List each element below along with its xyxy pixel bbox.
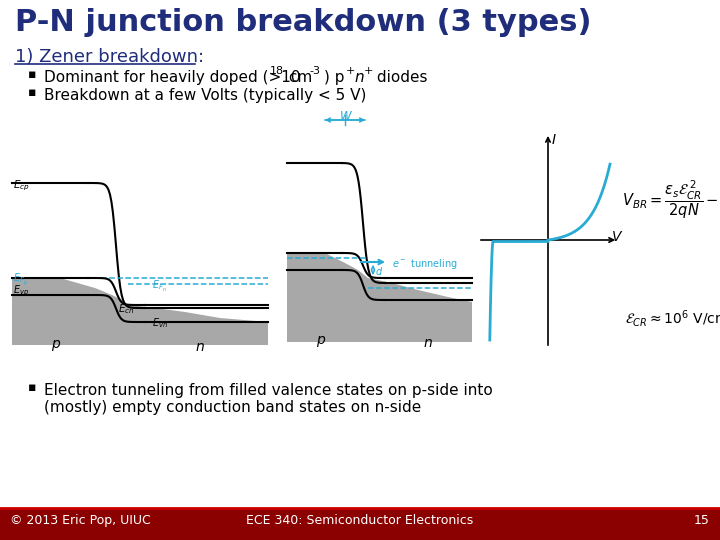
Text: $E_{cn}$: $E_{cn}$: [118, 302, 135, 316]
Polygon shape: [128, 305, 268, 345]
Text: n: n: [423, 336, 433, 350]
Text: $V_{BR} = \dfrac{\varepsilon_s \mathcal{E}_{CR}^{\ 2}}{2qN} - V_0$: $V_{BR} = \dfrac{\varepsilon_s \mathcal{…: [622, 178, 720, 221]
Text: W: W: [340, 110, 351, 123]
Text: $E_{vp}$: $E_{vp}$: [13, 284, 30, 299]
Polygon shape: [368, 278, 472, 342]
Text: diodes: diodes: [372, 70, 428, 85]
Text: cm: cm: [284, 70, 312, 85]
Text: $E_{vn}$: $E_{vn}$: [152, 316, 168, 330]
Text: $e^-$ tunneling: $e^-$ tunneling: [392, 257, 457, 271]
Polygon shape: [287, 253, 368, 342]
Bar: [0, 508, 720, 540]
Text: © 2013 Eric Pop, UIUC: © 2013 Eric Pop, UIUC: [10, 514, 150, 527]
Text: (mostly) empty conduction band states on n-side: (mostly) empty conduction band states on…: [44, 400, 421, 415]
Text: n: n: [196, 340, 204, 354]
Text: 15: 15: [694, 514, 710, 527]
Text: $\mathcal{E}_{CR} \approx 10^6\ \mathrm{V/cm}$: $\mathcal{E}_{CR} \approx 10^6\ \mathrm{…: [625, 308, 720, 329]
Text: $E_{F_p}$: $E_{F_p}$: [13, 272, 28, 288]
Text: P-N junction breakdown (3 types): P-N junction breakdown (3 types): [15, 8, 592, 37]
Text: +: +: [364, 66, 374, 76]
Text: ▪: ▪: [28, 381, 37, 394]
Text: $E_{cp}$: $E_{cp}$: [13, 179, 30, 193]
Text: -3: -3: [309, 66, 320, 76]
Text: Breakdown at a few Volts (typically < 5 V): Breakdown at a few Volts (typically < 5 …: [44, 88, 366, 103]
Text: I: I: [552, 133, 556, 147]
Text: p: p: [315, 333, 325, 347]
Text: ECE 340: Semiconductor Electronics: ECE 340: Semiconductor Electronics: [246, 514, 474, 527]
Text: n: n: [354, 70, 364, 85]
Text: Dominant for heavily doped (>10: Dominant for heavily doped (>10: [44, 70, 300, 85]
Polygon shape: [12, 278, 128, 345]
Text: +: +: [346, 66, 356, 76]
Text: d: d: [376, 267, 382, 277]
Text: 18: 18: [270, 66, 284, 76]
Text: V: V: [612, 230, 621, 244]
Text: p: p: [50, 337, 59, 351]
Text: Electron tunneling from filled valence states on p-side into: Electron tunneling from filled valence s…: [44, 383, 492, 398]
Text: ▪: ▪: [28, 68, 37, 81]
Text: $E_{F_n}$: $E_{F_n}$: [152, 279, 167, 294]
Text: ▪: ▪: [28, 86, 37, 99]
Text: 1) Zener breakdown:: 1) Zener breakdown:: [15, 48, 204, 66]
Text: ) p: ) p: [324, 70, 344, 85]
